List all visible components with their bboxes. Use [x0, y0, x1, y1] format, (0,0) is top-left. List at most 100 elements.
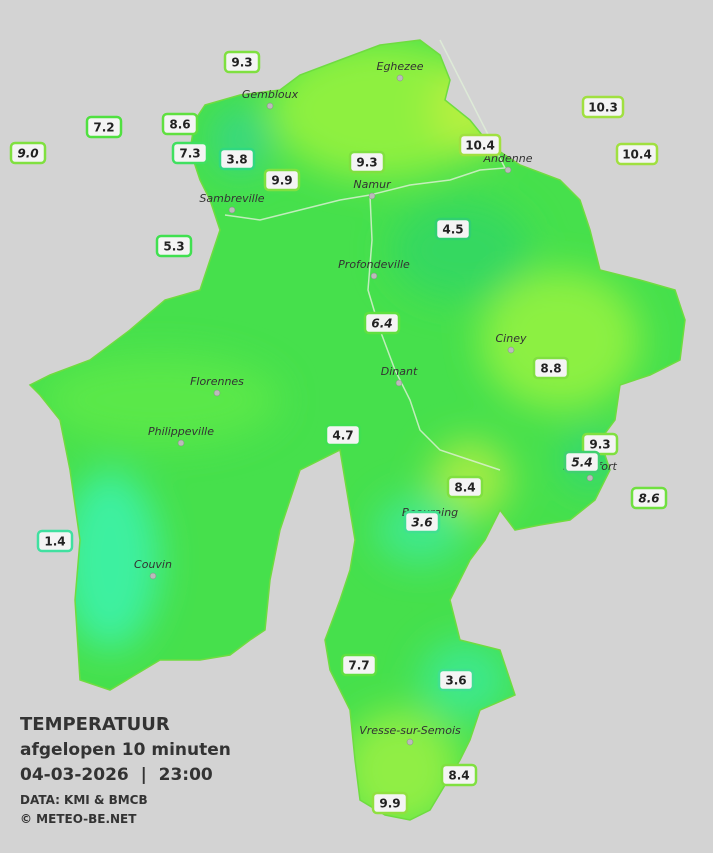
heading: TEMPERATUUR — [20, 714, 170, 735]
station: 9.9 — [263, 168, 301, 192]
city-dot — [370, 272, 378, 280]
city-label: Dinant — [381, 365, 418, 378]
station-value: 4.7 — [332, 429, 353, 443]
station-box — [434, 217, 472, 241]
station-value: 9.3 — [589, 438, 610, 452]
station-box — [171, 141, 209, 165]
station-box — [371, 791, 409, 815]
city-label: Sambreville — [199, 192, 264, 205]
station-value: 7.7 — [348, 659, 369, 673]
copyright: © METEO-BE.NET — [20, 812, 137, 826]
city-dot — [395, 379, 403, 387]
station-box — [581, 95, 625, 119]
station: 7.7 — [340, 653, 378, 677]
station: 4.5 — [434, 217, 472, 241]
station-box — [263, 168, 301, 192]
legend: TEMPERATUUR afgelopen 10 minuten 04-03-2… — [20, 714, 231, 826]
source: DATA: KMI & BMCB — [20, 793, 148, 807]
station: 9.0 — [9, 141, 47, 165]
station-box — [630, 486, 668, 510]
station-value: 10.3 — [588, 101, 618, 115]
station-value: 8.6 — [638, 492, 659, 506]
subtitle: afgelopen 10 minuten — [20, 740, 231, 760]
station-box — [440, 763, 478, 787]
station: 9.3 — [348, 150, 386, 174]
station: 3.8 — [218, 147, 256, 171]
station: 4.7 — [324, 423, 362, 447]
city-label: Profondeville — [338, 258, 410, 271]
city-label: Namur — [353, 178, 392, 191]
city-dot — [507, 346, 515, 354]
station: 8.6 — [630, 486, 668, 510]
city-label: Eghezee — [377, 60, 424, 73]
city-label: Philippeville — [148, 425, 214, 438]
station: 10.3 — [581, 95, 625, 119]
station-box — [403, 510, 441, 534]
station: 6.4 — [363, 311, 401, 335]
station-box — [581, 432, 619, 456]
station: 9.9 — [371, 791, 409, 815]
station-value: 8.4 — [454, 481, 475, 495]
station-value: 7.2 — [93, 121, 114, 135]
station-value: 9.0 — [17, 147, 38, 161]
station: 8.4 — [440, 763, 478, 787]
station-box — [563, 450, 601, 474]
city-label: Gembloux — [242, 88, 299, 101]
city-dot — [266, 102, 274, 110]
station-value: 1.4 — [44, 535, 65, 549]
station-value: 9.9 — [379, 797, 400, 811]
station-box — [223, 50, 261, 74]
station-value: 8.8 — [540, 362, 561, 376]
station: 8.8 — [532, 356, 570, 380]
station-box — [9, 141, 47, 165]
station: 3.6 — [437, 668, 475, 692]
labels: EghezeeGemblouxAndenneNamurSambrevillePr… — [9, 50, 668, 815]
city-dot — [228, 206, 236, 214]
station-value: 3.6 — [411, 516, 432, 530]
station: 8.6 — [161, 112, 199, 136]
station: 5.3 — [155, 234, 193, 258]
station: 1.4 — [36, 529, 74, 553]
station-value: 10.4 — [622, 148, 652, 162]
river — [224, 39, 507, 221]
station-box — [446, 475, 484, 499]
station-box — [615, 142, 659, 166]
station-box — [36, 529, 74, 553]
city-dot — [177, 439, 185, 447]
station: 9.3 — [223, 50, 261, 74]
station: 10.4 — [615, 142, 659, 166]
station: 9.3 — [581, 432, 619, 456]
city-dot — [406, 738, 414, 746]
station: 3.6 — [403, 510, 441, 534]
station-box — [324, 423, 362, 447]
station-value: 9.3 — [231, 56, 252, 70]
city-label: Florennes — [190, 375, 244, 388]
city-dot — [396, 74, 404, 82]
station-value: 4.5 — [442, 223, 463, 237]
station-box — [458, 133, 502, 157]
station: 7.3 — [171, 141, 209, 165]
city-dot — [504, 166, 512, 174]
station-box — [437, 668, 475, 692]
station-box — [340, 653, 378, 677]
station-value: 6.4 — [371, 317, 392, 331]
river — [367, 194, 501, 471]
station-box — [155, 234, 193, 258]
station-value: 3.8 — [226, 153, 247, 167]
station-value: 5.4 — [571, 456, 592, 470]
timestamp: 04-03-2026 | 23:00 — [20, 765, 213, 785]
station: 10.4 — [458, 133, 502, 157]
station-value: 8.6 — [169, 118, 190, 132]
station-box — [218, 147, 256, 171]
station-box — [348, 150, 386, 174]
city-label: Vresse-sur-Semois — [359, 724, 461, 737]
city-dot — [213, 389, 221, 397]
station-value: 9.9 — [271, 174, 292, 188]
station-value: 8.4 — [448, 769, 469, 783]
city-dot — [368, 192, 376, 200]
city-label: Couvin — [134, 558, 172, 571]
station: 5.4 — [563, 450, 601, 474]
station-box — [85, 115, 123, 139]
city-label: Ciney — [496, 332, 527, 345]
